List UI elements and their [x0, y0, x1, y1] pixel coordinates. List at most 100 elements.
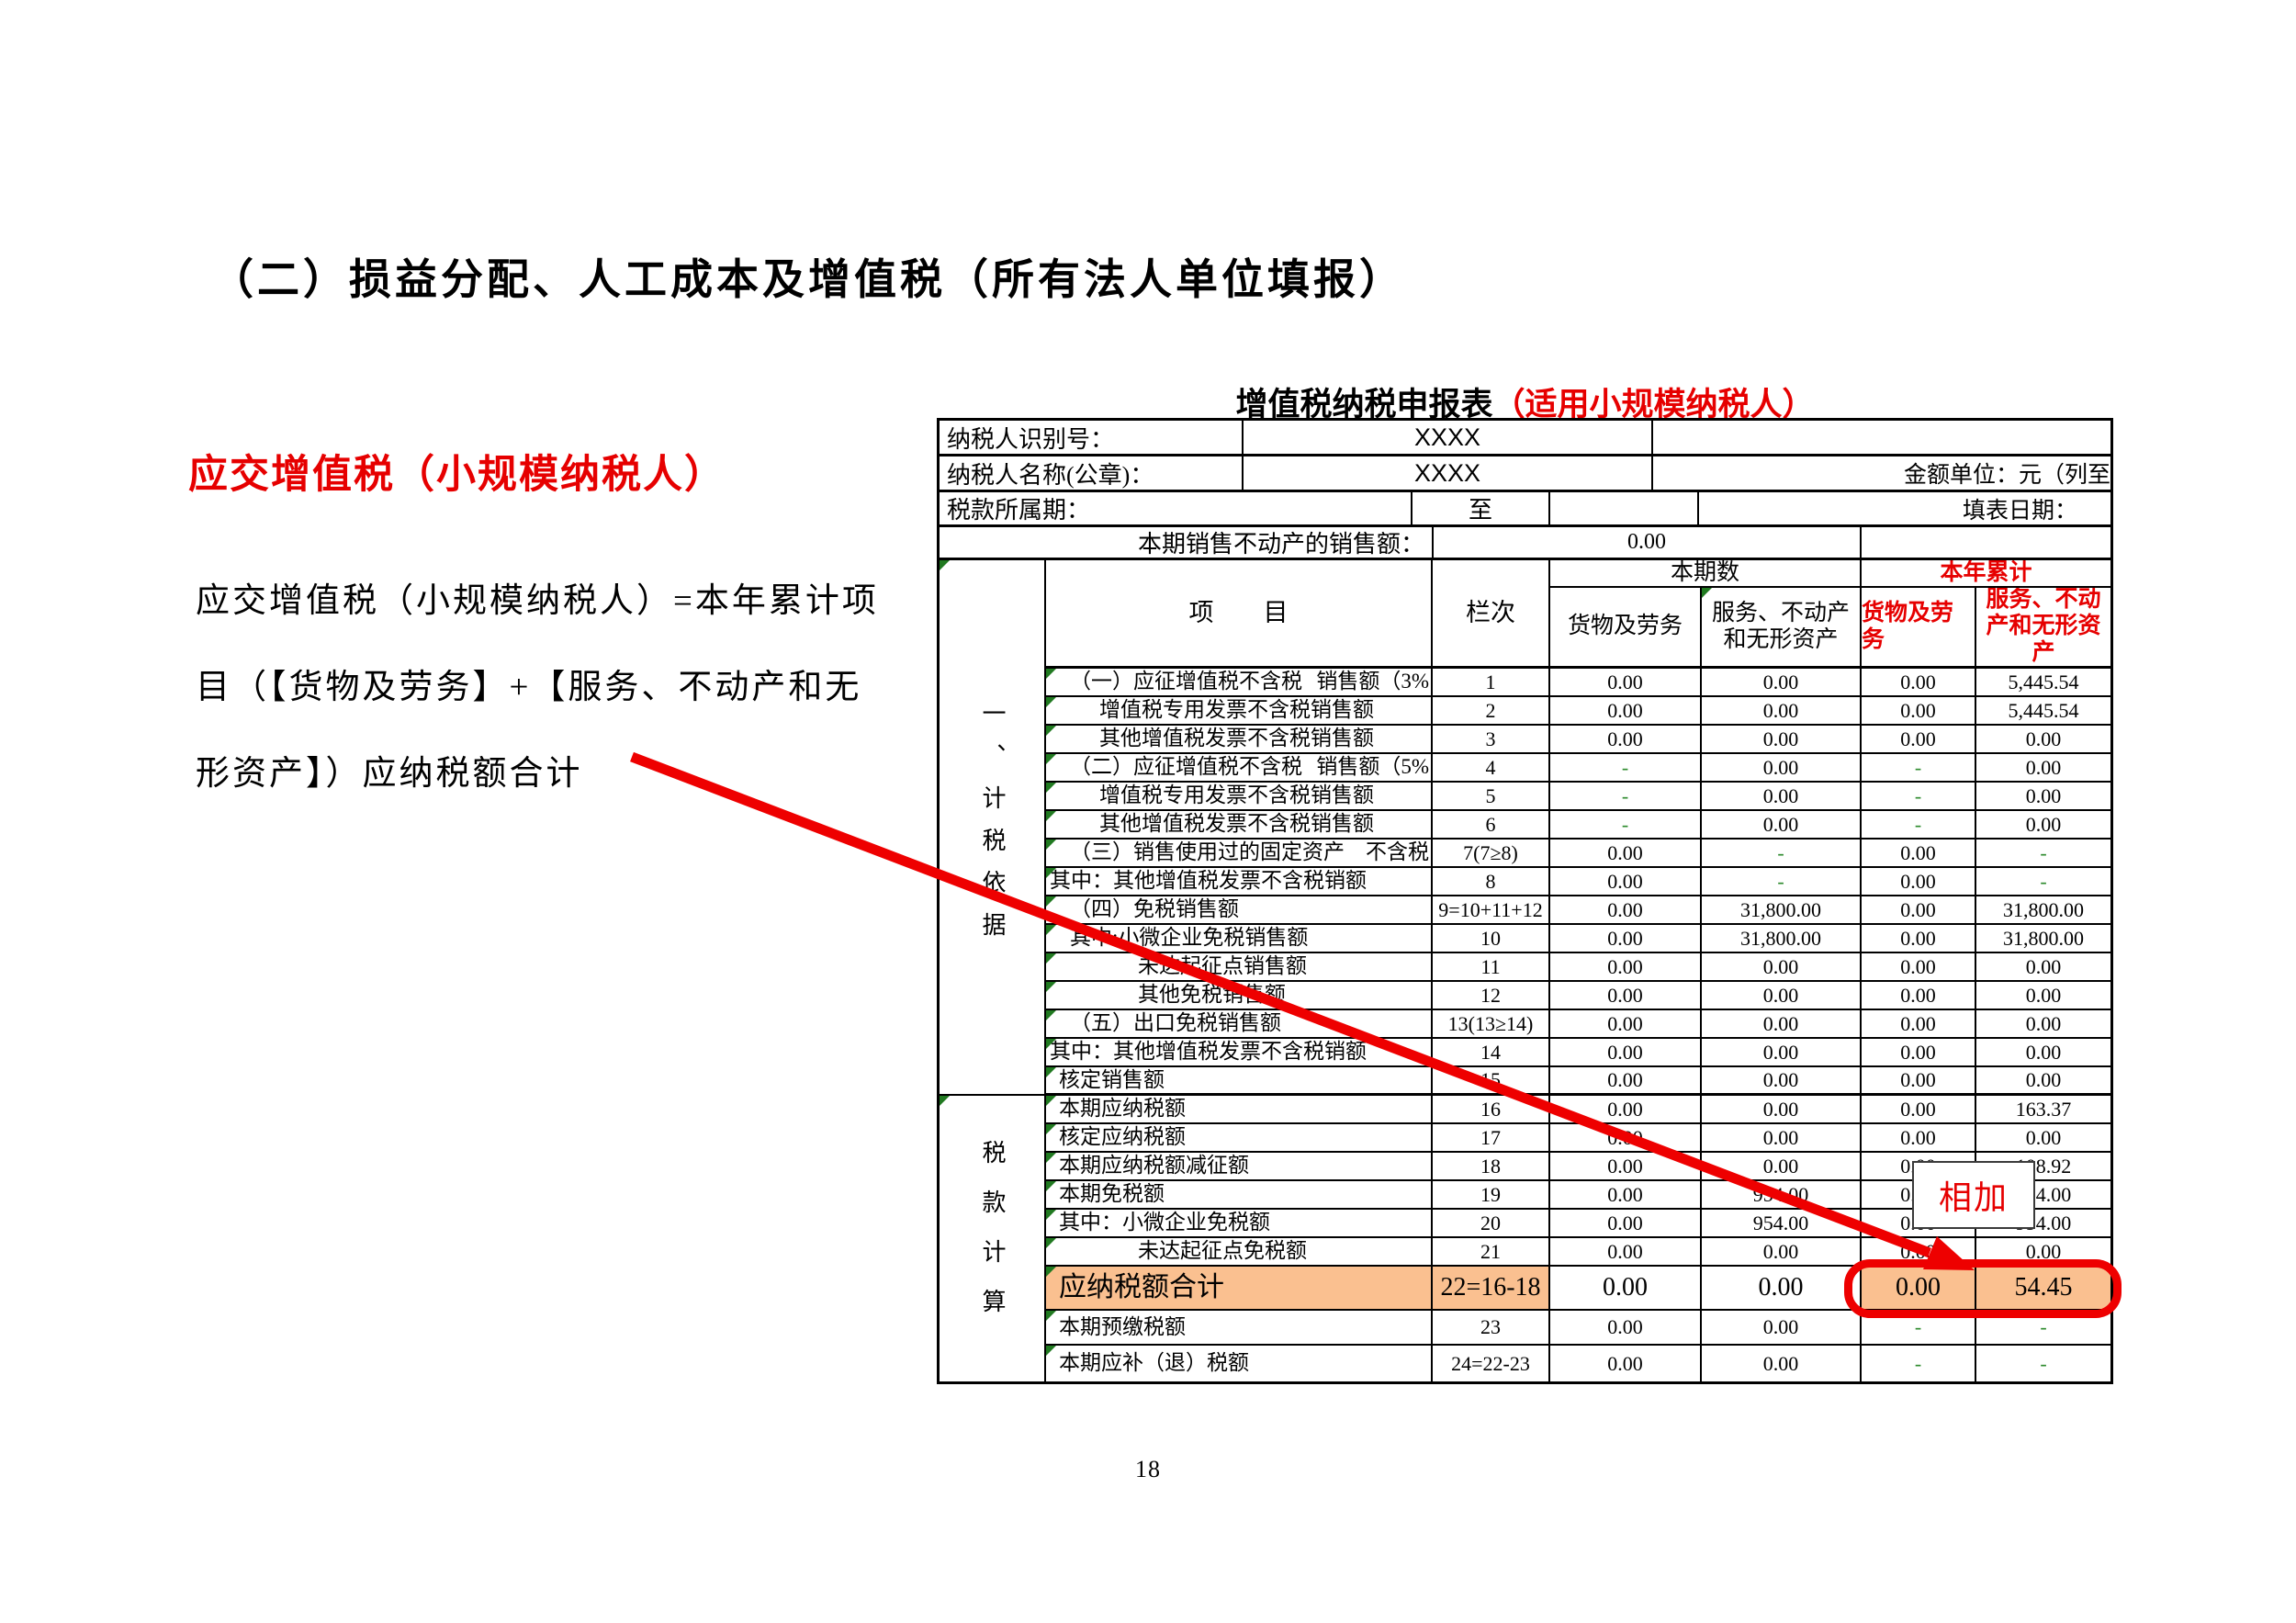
row-value-cell: 31,800.00 [1702, 896, 1862, 925]
form-title-black: 增值税纳税申报表 [1235, 387, 1493, 423]
row-value-cell: 0.00 [1862, 982, 1976, 1010]
row-value-cell: - [1862, 1346, 1976, 1381]
formula-note-line3: 形资产】）应纳税额合计 [196, 755, 583, 793]
row-colno-cell: 22=16-18 [1433, 1267, 1550, 1311]
row-value-cell: 0.00 [1702, 1311, 1862, 1346]
row-value-cell: 0.00 [1862, 697, 1976, 726]
row-label-cell: 其中:小微企业免税销售额 [1046, 925, 1433, 953]
row-value-cell: 0.00 [1550, 669, 1702, 697]
row-value-cell: 0.00 [1550, 1238, 1702, 1267]
row-value-cell: 0.00 [1862, 726, 1976, 754]
info-row-taxpayer-id: 纳税人识别号： XXXX [940, 421, 2110, 456]
row-colno-cell: 9=10+11+12 [1433, 896, 1550, 925]
row-value-cell: 0.00 [1550, 1067, 1702, 1096]
taxpayer-name-label: 纳税人名称(公章)： [940, 456, 1244, 490]
taxpayer-id-label: 纳税人识别号： [940, 421, 1244, 454]
highlight-red-box [1844, 1259, 2122, 1318]
row-value-cell: 0.00 [1976, 783, 2110, 811]
row-colno-cell: 2 [1433, 697, 1550, 726]
row-value-cell: 0.00 [1702, 811, 1862, 840]
taxpayer-id-blank [1653, 421, 2110, 454]
row-value-cell: 0.00 [1702, 953, 1862, 982]
row-colno-cell: 24=22-23 [1433, 1346, 1550, 1381]
row-value-cell: 0.00 [1862, 1096, 1976, 1124]
row-label: 本期应补（退）税额 [1059, 1351, 1249, 1375]
row-value-cell: 954.00 [1702, 1181, 1862, 1210]
row-value-cell: 0.00 [1976, 982, 2110, 1010]
row-colno-cell: 14 [1433, 1039, 1550, 1067]
row-value-cell: 0.00 [1550, 925, 1702, 953]
row-value-cell: 0.00 [1550, 1267, 1702, 1311]
row-value-cell: 0.00 [1550, 1039, 1702, 1067]
header-current-period: 本期数 [1550, 560, 1862, 588]
row-value-cell: 0.00 [1702, 1346, 1862, 1381]
row-value-cell: - [1550, 811, 1702, 840]
row-label: 增值税专用发票不含税销售额 [1099, 783, 1374, 807]
row-value-cell: 0.00 [1702, 669, 1862, 697]
formula-note-line2: 目（【货物及劳务】+【服务、不动产和无 [196, 669, 862, 706]
row-label-cell: 本期应纳税额减征额 [1046, 1153, 1433, 1181]
row-value-cell: 0.00 [1550, 1124, 1702, 1153]
row-colno-cell: 23 [1433, 1311, 1550, 1346]
header-goods-ytd: 货物及劳务 [1862, 588, 1976, 669]
row-label-cell: 核定销售额 [1046, 1067, 1433, 1096]
row-value-cell: 0.00 [1862, 1039, 1976, 1067]
group-cell-tax-basis: 一、计税依据 [940, 560, 1046, 1096]
row-value-cell: - [1550, 754, 1702, 783]
row-value-cell: 0.00 [1862, 1010, 1976, 1039]
row-value-cell: 0.00 [1862, 1267, 1976, 1311]
row-value-cell: 0.00 [1550, 1346, 1702, 1381]
row-value-cell: 0.00 [1862, 925, 1976, 953]
row-label: 其中:小微企业免税销售额 [1070, 926, 1309, 950]
group-label-tax-calc: 税款计算 [978, 1139, 1006, 1338]
group-label-tax-basis: 一、计税依据 [978, 700, 1006, 954]
row-value-cell: - [2040, 1351, 2047, 1375]
row-colno-cell: 20 [1433, 1210, 1550, 1238]
row-value-cell: 0.00 [1702, 1124, 1862, 1153]
row-colno-cell: 10 [1433, 925, 1550, 953]
row-value-cell: 0.00 [1550, 896, 1702, 925]
row-label: 本期免税额 [1059, 1182, 1165, 1206]
row-colno-cell: 12 [1433, 982, 1550, 1010]
row-colno-cell: 3 [1433, 726, 1550, 754]
info-row-taxpayer-name: 纳税人名称(公章)： XXXX 金额单位：元（列至 [940, 456, 2110, 492]
form-title-red: （适用小规模纳税人） [1492, 387, 1815, 423]
row-label-cell: （五）出口免税销售额 [1046, 1010, 1433, 1039]
info-row-period: 税款所属期： 至 填表日期： [940, 492, 2110, 527]
row-label-cell: （一）应征增值税不含税 销售额（3% [1046, 669, 1433, 697]
row-colno-cell: 6 [1433, 811, 1550, 840]
estate-sales-label: 本期销售不动产的销售额： [940, 527, 1434, 558]
row-value-cell: 0.00 [1550, 982, 1702, 1010]
row-label: （二）应征增值税不含税 [1070, 755, 1302, 779]
row-value-cell: 0.00 [1862, 1124, 1976, 1153]
row-value-cell: 0.00 [1862, 1067, 1976, 1096]
row-value-cell: 31,800.00 [1976, 925, 2110, 953]
unit-note: 金额单位：元（列至 [1903, 463, 2110, 488]
row-colno-cell: 7(7≥8) [1433, 840, 1550, 868]
row-colno-cell: 16 [1433, 1096, 1550, 1124]
header-item: 项 目 [1046, 560, 1433, 669]
row-label-cell: （四）免税销售额 [1046, 896, 1433, 925]
row-label-cell: 其中：小微企业免税额 [1046, 1210, 1433, 1238]
row-value-cell: 954.00 [1702, 1210, 1862, 1238]
row-label-cell: 其他免税销售额 [1046, 982, 1433, 1010]
header-col-no: 栏次 [1433, 560, 1550, 669]
row-value-cell: 0.00 [1862, 868, 1976, 896]
row-label-cell: 应纳税额合计 [1046, 1267, 1433, 1311]
row-label-suffix: 不含税 [1366, 840, 1429, 864]
row-value-cell: 0.00 [1862, 953, 1976, 982]
row-colno-cell: 21 [1433, 1238, 1550, 1267]
row-value-cell: 0.00 [1550, 1096, 1702, 1124]
row-label-cell: （三）销售使用过的固定资产 不含税 [1046, 840, 1433, 868]
row-label: 未达起征点免税额 [1138, 1239, 1307, 1263]
period-to-label: 至 [1412, 492, 1550, 524]
row-label: 其中：小微企业免税额 [1059, 1211, 1270, 1234]
row-value-cell: 0.00 [1976, 1010, 2110, 1039]
row-label-suffix: 销售额（5% [1316, 755, 1429, 779]
row-label: （四）免税销售额 [1070, 897, 1239, 921]
row-value-cell: 0.00 [1550, 953, 1702, 982]
row-label: 核定销售额 [1059, 1067, 1165, 1091]
row-value-cell: - [1976, 1311, 2110, 1346]
estate-sales-value: 0.00 [1434, 527, 1862, 558]
row-value-cell: 0.00 [1702, 1039, 1862, 1067]
